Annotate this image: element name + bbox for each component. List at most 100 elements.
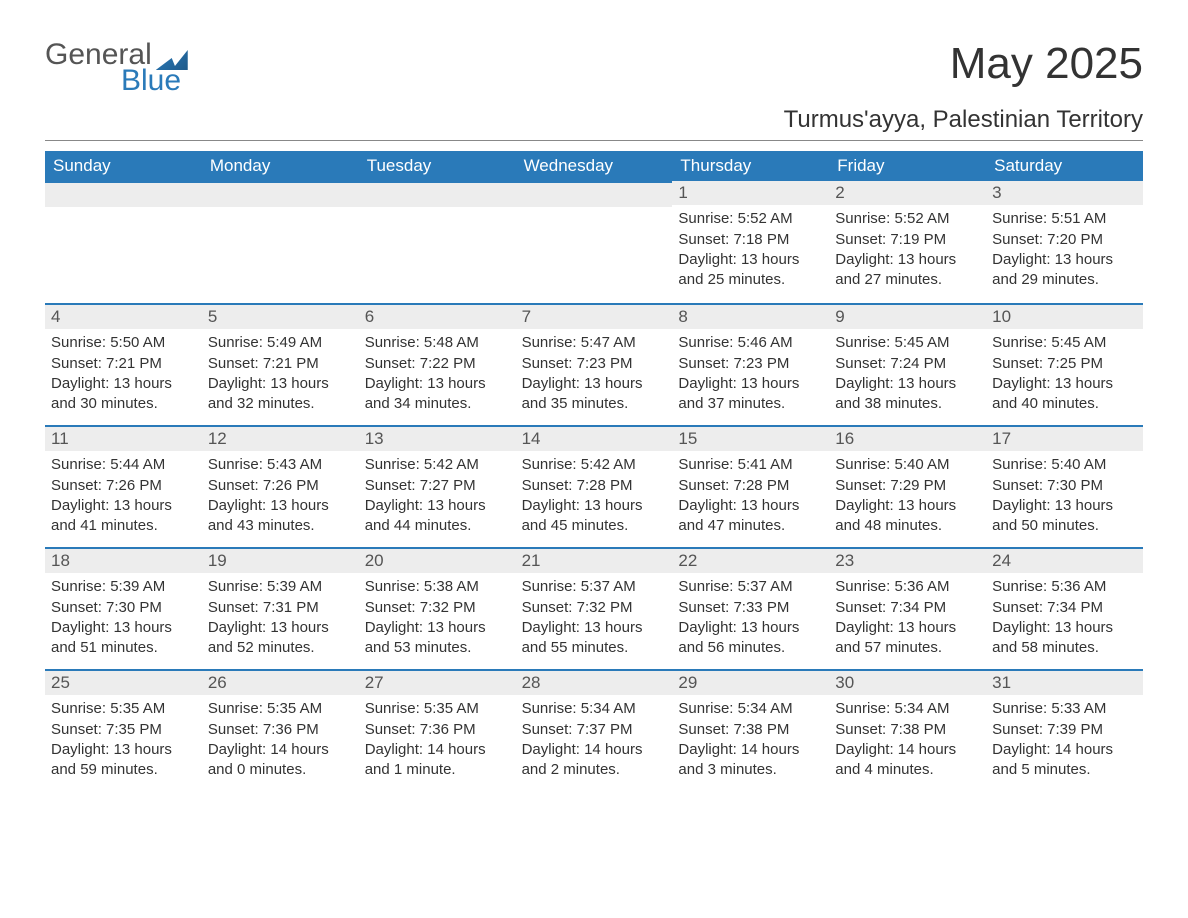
day-details bbox=[359, 207, 516, 221]
calendar-cell: 8Sunrise: 5:46 AMSunset: 7:23 PMDaylight… bbox=[672, 303, 829, 425]
day-details: Sunrise: 5:36 AMSunset: 7:34 PMDaylight:… bbox=[986, 573, 1143, 668]
sunset-line: Sunset: 7:18 PM bbox=[678, 230, 823, 250]
daylight-line: Daylight: 13 hours and 48 minutes. bbox=[835, 496, 980, 537]
calendar-cell: 10 Sunrise: 5:45 AMSunset: 7:25 PMDayligh… bbox=[986, 303, 1143, 425]
day-number: 1 bbox=[672, 181, 829, 205]
day-details: Sunrise: 5:33 AMSunset: 7:39 PMDaylight:… bbox=[986, 695, 1143, 790]
sunrise-line: Sunrise: 5:52 AM bbox=[678, 209, 823, 229]
sunset-line: Sunset: 7:38 PM bbox=[835, 720, 980, 740]
calendar-cell: 19Sunrise: 5:39 AMSunset: 7:31 PMDayligh… bbox=[202, 547, 359, 669]
daylight-line: Daylight: 14 hours and 1 minute. bbox=[365, 740, 510, 781]
calendar-cell: 22 Sunrise: 5:37 AMSunset: 7:33 PMDayligh… bbox=[672, 547, 829, 669]
day-details: Sunrise: 5:39 AMSunset: 7:31 PMDaylight:… bbox=[202, 573, 359, 668]
sunrise-line: Sunrise: 5:44 AM bbox=[51, 455, 196, 475]
sunrise-line: Sunrise: 5:47 AM bbox=[522, 333, 667, 353]
sunset-line: Sunset: 7:39 PM bbox=[992, 720, 1137, 740]
daylight-line: Daylight: 13 hours and 45 minutes. bbox=[522, 496, 667, 537]
day-details: Sunrise: 5:44 AMSunset: 7:26 PMDaylight:… bbox=[45, 451, 202, 546]
day-number bbox=[202, 181, 359, 207]
day-number: 26 bbox=[202, 669, 359, 695]
sunset-line: Sunset: 7:28 PM bbox=[678, 476, 823, 496]
sunset-line: Sunset: 7:20 PM bbox=[992, 230, 1137, 250]
calendar-cell: 18Sunrise: 5:39 AMSunset: 7:30 PMDayligh… bbox=[45, 547, 202, 669]
calendar-cell: 23Sunrise: 5:36 AMSunset: 7:34 PMDayligh… bbox=[829, 547, 986, 669]
day-details: Sunrise: 5:48 AMSunset: 7:22 PMDaylight:… bbox=[359, 329, 516, 424]
sunrise-line: Sunrise: 5:37 AM bbox=[522, 577, 667, 597]
day-number: 10 bbox=[986, 303, 1143, 329]
daylight-line: Daylight: 13 hours and 30 minutes. bbox=[51, 374, 196, 415]
daylight-line: Daylight: 14 hours and 3 minutes. bbox=[678, 740, 823, 781]
calendar-cell bbox=[359, 181, 516, 303]
calendar-cell: 27Sunrise: 5:35 AMSunset: 7:36 PMDayligh… bbox=[359, 669, 516, 791]
daylight-line: Daylight: 13 hours and 38 minutes. bbox=[835, 374, 980, 415]
sunset-line: Sunset: 7:26 PM bbox=[51, 476, 196, 496]
calendar-cell: 21Sunrise: 5:37 AMSunset: 7:32 PMDayligh… bbox=[516, 547, 673, 669]
daylight-line: Daylight: 14 hours and 0 minutes. bbox=[208, 740, 353, 781]
day-number: 21 bbox=[516, 547, 673, 573]
daylight-line: Daylight: 13 hours and 25 minutes. bbox=[678, 250, 823, 291]
sunrise-line: Sunrise: 5:39 AM bbox=[208, 577, 353, 597]
day-number: 19 bbox=[202, 547, 359, 573]
sunrise-line: Sunrise: 5:39 AM bbox=[51, 577, 196, 597]
day-number: 3 bbox=[986, 181, 1143, 205]
day-details: Sunrise: 5:39 AMSunset: 7:30 PMDaylight:… bbox=[45, 573, 202, 668]
day-number: 11 bbox=[45, 425, 202, 451]
day-details: Sunrise: 5:36 AMSunset: 7:34 PMDaylight:… bbox=[829, 573, 986, 668]
sunrise-line: Sunrise: 5:51 AM bbox=[992, 209, 1137, 229]
day-number: 29 bbox=[672, 669, 829, 695]
calendar-cell: 6Sunrise: 5:48 AMSunset: 7:22 PMDaylight… bbox=[359, 303, 516, 425]
sunrise-line: Sunrise: 5:43 AM bbox=[208, 455, 353, 475]
day-details: Sunrise: 5:37 AMSunset: 7:32 PMDaylight:… bbox=[516, 573, 673, 668]
day-details bbox=[516, 207, 673, 221]
day-number: 28 bbox=[516, 669, 673, 695]
sunrise-line: Sunrise: 5:52 AM bbox=[835, 209, 980, 229]
daylight-line: Daylight: 13 hours and 51 minutes. bbox=[51, 618, 196, 659]
daylight-line: Daylight: 13 hours and 55 minutes. bbox=[522, 618, 667, 659]
day-number: 16 bbox=[829, 425, 986, 451]
daylight-line: Daylight: 14 hours and 2 minutes. bbox=[522, 740, 667, 781]
calendar-cell: 16Sunrise: 5:40 AMSunset: 7:29 PMDayligh… bbox=[829, 425, 986, 547]
daylight-line: Daylight: 13 hours and 56 minutes. bbox=[678, 618, 823, 659]
calendar-cell: 1 Sunrise: 5:52 AMSunset: 7:18 PMDaylight… bbox=[672, 181, 829, 303]
calendar-cell: 14Sunrise: 5:42 AMSunset: 7:28 PMDayligh… bbox=[516, 425, 673, 547]
day-details: Sunrise: 5:42 AMSunset: 7:27 PMDaylight:… bbox=[359, 451, 516, 546]
sunset-line: Sunset: 7:23 PM bbox=[678, 354, 823, 374]
day-number: 12 bbox=[202, 425, 359, 451]
sunrise-line: Sunrise: 5:37 AM bbox=[678, 577, 823, 597]
sunset-line: Sunset: 7:34 PM bbox=[835, 598, 980, 618]
title-block: May 2025 Turmus'ayya, Palestinian Territ… bbox=[784, 40, 1143, 134]
daylight-line: Daylight: 13 hours and 52 minutes. bbox=[208, 618, 353, 659]
sunrise-line: Sunrise: 5:34 AM bbox=[835, 699, 980, 719]
daylight-line: Daylight: 13 hours and 29 minutes. bbox=[992, 250, 1137, 291]
sunset-line: Sunset: 7:25 PM bbox=[992, 354, 1137, 374]
daylight-line: Daylight: 13 hours and 40 minutes. bbox=[992, 374, 1137, 415]
calendar-cell: 4Sunrise: 5:50 AMSunset: 7:21 PMDaylight… bbox=[45, 303, 202, 425]
sunrise-line: Sunrise: 5:41 AM bbox=[678, 455, 823, 475]
sunset-line: Sunset: 7:19 PM bbox=[835, 230, 980, 250]
dow-header: Monday bbox=[202, 151, 359, 181]
month-title: May 2025 bbox=[784, 40, 1143, 88]
sunset-line: Sunset: 7:37 PM bbox=[522, 720, 667, 740]
location-subtitle: Turmus'ayya, Palestinian Territory bbox=[784, 106, 1143, 134]
calendar-cell: 3 Sunrise: 5:51 AMSunset: 7:20 PMDaylight… bbox=[986, 181, 1143, 303]
sunrise-line: Sunrise: 5:36 AM bbox=[835, 577, 980, 597]
sunrise-line: Sunrise: 5:45 AM bbox=[992, 333, 1137, 353]
calendar-cell: 28 Sunrise: 5:34 AMSunset: 7:37 PMDayligh… bbox=[516, 669, 673, 791]
logo-word-blue: Blue bbox=[121, 66, 188, 96]
sunset-line: Sunset: 7:33 PM bbox=[678, 598, 823, 618]
sunset-line: Sunset: 7:36 PM bbox=[208, 720, 353, 740]
day-number: 22 bbox=[672, 547, 829, 573]
daylight-line: Daylight: 14 hours and 4 minutes. bbox=[835, 740, 980, 781]
header-divider bbox=[45, 140, 1143, 141]
day-details: Sunrise: 5:47 AMSunset: 7:23 PMDaylight:… bbox=[516, 329, 673, 424]
sunrise-line: Sunrise: 5:36 AM bbox=[992, 577, 1137, 597]
sunrise-line: Sunrise: 5:34 AM bbox=[522, 699, 667, 719]
day-details: Sunrise: 5:46 AMSunset: 7:23 PMDaylight:… bbox=[672, 329, 829, 424]
daylight-line: Daylight: 13 hours and 44 minutes. bbox=[365, 496, 510, 537]
dow-header: Friday bbox=[829, 151, 986, 181]
sunrise-line: Sunrise: 5:40 AM bbox=[992, 455, 1137, 475]
day-number: 15 bbox=[672, 425, 829, 451]
daylight-line: Daylight: 14 hours and 5 minutes. bbox=[992, 740, 1137, 781]
daylight-line: Daylight: 13 hours and 50 minutes. bbox=[992, 496, 1137, 537]
dow-header: Sunday bbox=[45, 151, 202, 181]
